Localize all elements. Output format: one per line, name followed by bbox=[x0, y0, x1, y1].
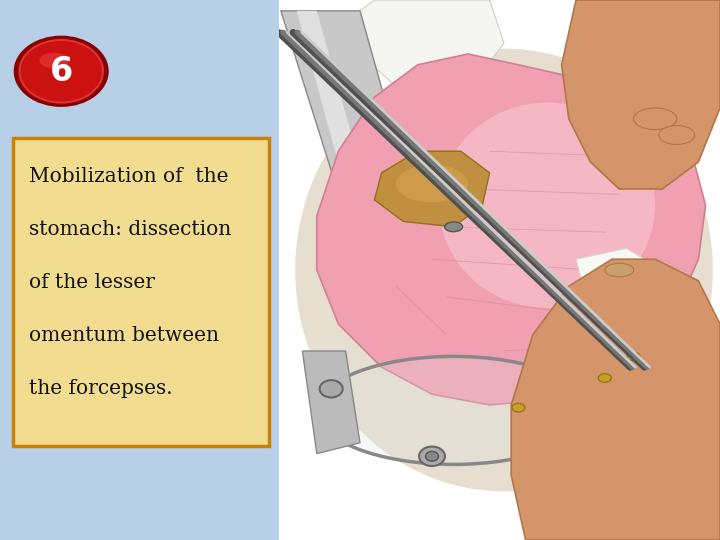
Ellipse shape bbox=[634, 108, 677, 130]
Ellipse shape bbox=[627, 352, 640, 361]
Ellipse shape bbox=[40, 53, 68, 68]
Ellipse shape bbox=[445, 222, 463, 232]
Polygon shape bbox=[576, 248, 662, 324]
Circle shape bbox=[320, 380, 343, 397]
Circle shape bbox=[419, 447, 445, 466]
Ellipse shape bbox=[659, 126, 695, 144]
Ellipse shape bbox=[317, 356, 590, 464]
Polygon shape bbox=[353, 0, 504, 97]
Text: of the lesser: of the lesser bbox=[29, 273, 155, 292]
Text: Mobilization of  the: Mobilization of the bbox=[29, 167, 228, 186]
Ellipse shape bbox=[605, 263, 634, 276]
Polygon shape bbox=[583, 49, 662, 108]
Text: the forcepses.: the forcepses. bbox=[29, 379, 172, 398]
Polygon shape bbox=[562, 0, 720, 189]
Polygon shape bbox=[281, 11, 418, 216]
Circle shape bbox=[14, 36, 109, 107]
Text: stomach: dissection: stomach: dissection bbox=[29, 220, 231, 239]
Ellipse shape bbox=[598, 374, 611, 382]
Ellipse shape bbox=[439, 103, 655, 308]
Ellipse shape bbox=[396, 165, 468, 202]
Polygon shape bbox=[302, 351, 360, 454]
Polygon shape bbox=[374, 151, 490, 227]
Ellipse shape bbox=[512, 403, 525, 412]
Polygon shape bbox=[317, 54, 706, 405]
FancyBboxPatch shape bbox=[13, 138, 269, 445]
Bar bbox=[277, 0, 720, 540]
Polygon shape bbox=[297, 11, 374, 216]
Polygon shape bbox=[511, 259, 720, 540]
Text: omentum between: omentum between bbox=[29, 326, 219, 345]
Bar bbox=[270, 0, 279, 540]
Circle shape bbox=[426, 451, 438, 461]
Ellipse shape bbox=[295, 49, 713, 491]
Circle shape bbox=[19, 40, 103, 103]
Text: 6: 6 bbox=[50, 55, 73, 88]
